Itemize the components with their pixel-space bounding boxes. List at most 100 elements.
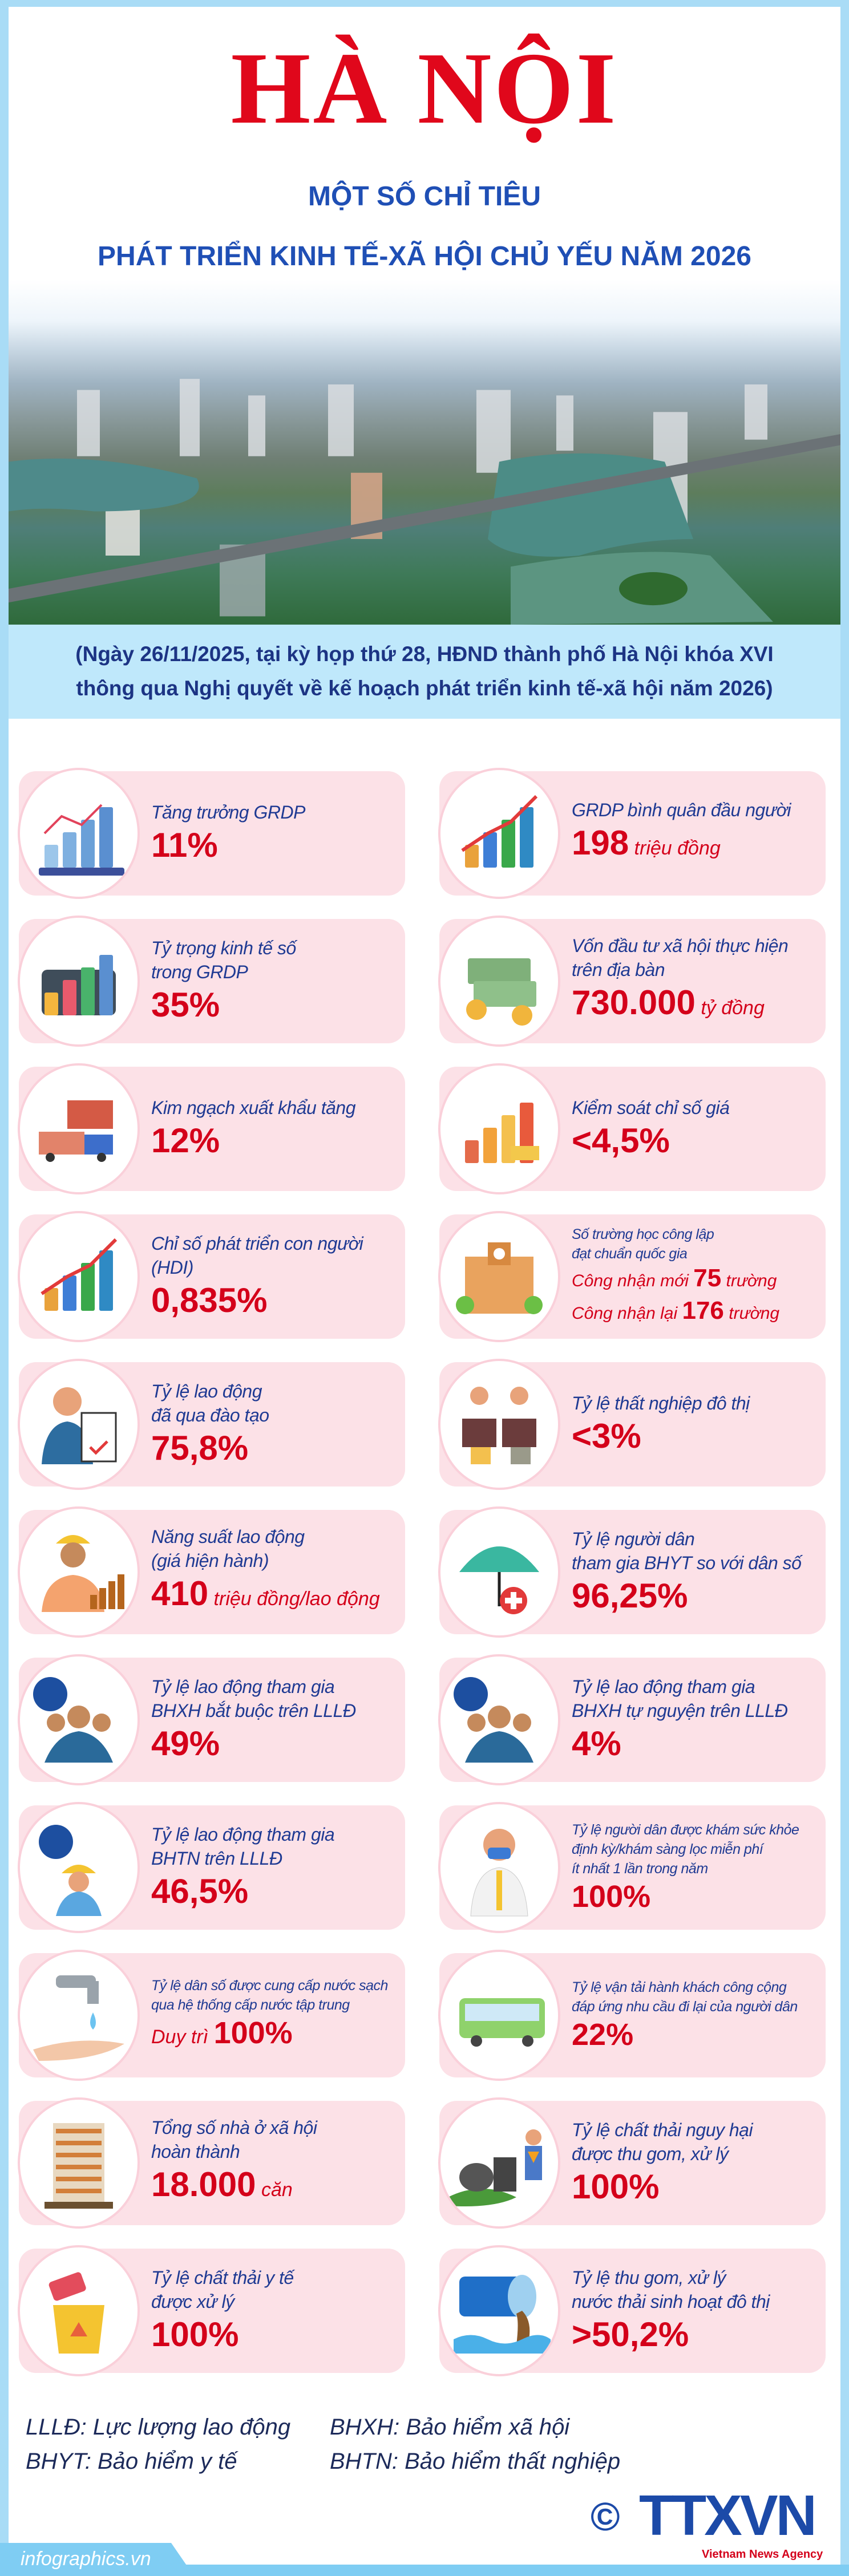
wastewater-pipe-icon <box>438 2245 560 2376</box>
indicator-text: Tỷ lệ dân số được cung cấp nước sạch qua … <box>151 1953 402 2077</box>
indicator-label: Tỷ lệ vận tải hành khách công cộng <box>572 1979 787 1995</box>
indicator-text: Tăng trưởng GRDP 11% <box>151 771 402 896</box>
value-unit: tỷ đồng <box>695 997 765 1019</box>
indicator-label: Chỉ số phát triển con người <box>151 1233 363 1254</box>
ttxvn-logo: TTXVN <box>639 2484 817 2547</box>
indicator-label: ít nhất 1 lần trong năm <box>572 1861 708 1877</box>
legend-bhtn: BHTN: Bảo hiểm thất nghiệp <box>330 2449 621 2474</box>
indicator-text: Tỷ lệ lao động tham gia BHXH bắt buộc trê… <box>151 1658 402 1782</box>
page-title: HÀ NỘI <box>231 31 618 145</box>
value-unit: triệu đồng <box>629 837 721 859</box>
indicator-text: Tỷ lệ chất thải y tế được xử lý 100% <box>151 2249 402 2373</box>
indicator-text: Tỷ lệ vận tải hành khách công cộng đáp ứn… <box>572 1953 823 2077</box>
indicator-text: Tỷ trọng kinh tế số trong GRDP 35% <box>151 919 402 1043</box>
indicator-label: Tỷ lệ lao động tham gia <box>572 1676 755 1697</box>
indicator-card: Chỉ số phát triển con người (HDI) 0,835% <box>18 1211 405 1342</box>
indicator-text: Vốn đầu tư xã hội thực hiện trên địa bàn 7… <box>572 919 823 1043</box>
indicator-label: được xử lý <box>151 2291 235 2312</box>
indicator-card: GRDP bình quân đầu người 198 triệu đồng <box>438 768 826 899</box>
indicator-text: Tỷ lệ lao động tham gia BHXH tự nguyện tr… <box>572 1658 823 1782</box>
indicator-label: Tổng số nhà ở xã hội <box>151 2117 317 2138</box>
indicator-label: Tỷ lệ lao động tham gia <box>151 1676 335 1697</box>
indicator-value: 75,8% <box>151 1427 402 1469</box>
indicator-card: Tỷ lệ thất nghiệp đô thị <3% <box>438 1359 826 1490</box>
value-unit: căn <box>256 2178 293 2201</box>
caption-line-2: thông qua Nghị quyết về kế hoạch phát tr… <box>76 677 773 700</box>
indicator-label: qua hệ thống cấp nước tập trung <box>151 1996 350 2013</box>
indicator-value: Công nhận lại 176 trường <box>572 1296 823 1328</box>
indicator-value: <3% <box>572 1415 823 1457</box>
indicator-value: Duy trì 100% <box>151 2015 402 2055</box>
value-number: 35% <box>151 986 220 1024</box>
value-number: 198 <box>572 823 629 862</box>
digital-economy-icon <box>18 916 140 1047</box>
legend-bhxh: BHXH: Bảo hiểm xã hội <box>330 2415 570 2440</box>
indicator-label: Vốn đầu tư xã hội thực hiện <box>572 935 789 956</box>
unemployment-insurance-worker-icon <box>18 1802 140 1933</box>
indicator-value: 410 triệu đồng/lao động <box>151 1573 402 1620</box>
doctor-icon <box>438 1802 560 1933</box>
site-link[interactable]: infographics.vn <box>21 2548 151 2570</box>
indicator-label: đạt chuẩn quốc gia <box>572 1246 688 1262</box>
value-number: 100% <box>213 2015 293 2050</box>
indicator-label: Tỷ lệ thất nghiệp đô thị <box>572 1393 750 1413</box>
indicator-text: Tỷ lệ thất nghiệp đô thị <3% <box>572 1362 823 1487</box>
copyright-icon: © <box>591 2494 620 2539</box>
indicator-text: Năng suất lao động (giá hiện hành) 410 tri… <box>151 1510 402 1634</box>
vna-logo-subtitle: Vietnam News Agency <box>702 2548 823 2561</box>
indicator-label: tham gia BHYT so với dân số <box>572 1553 802 1573</box>
indicator-card: Tỷ lệ lao động tham gia BHXH bắt buộc trê… <box>18 1654 405 1785</box>
value-number: 410 <box>151 1574 209 1613</box>
indicator-text: Tỷ lệ chất thải nguy hại được thu gom, xử… <box>572 2101 823 2225</box>
indicator-value: 96,25% <box>572 1575 823 1617</box>
indicator-text: Kim ngạch xuất khẩu tăng 12% <box>151 1067 402 1191</box>
indicator-label: Tỷ lệ lao động tham gia <box>151 1824 335 1845</box>
caption-line-1: (Ngày 26/11/2025, tại kỳ họp thứ 28, HĐN… <box>75 642 774 666</box>
indicator-text: Tỷ lệ lao động đã qua đào tạo 75,8% <box>151 1362 402 1487</box>
value-number: 12% <box>151 1121 220 1160</box>
growth-chart-icon <box>438 768 560 899</box>
indicator-card: Năng suất lao động (giá hiện hành) 410 tri… <box>18 1506 405 1638</box>
indicator-value: 0,835% <box>151 1279 402 1322</box>
indicator-label: Số trường học công lập <box>572 1226 714 1242</box>
indicator-label: được thu gom, xử lý <box>572 2144 729 2164</box>
value-number: 176 <box>682 1297 724 1325</box>
indicator-text: Tỷ lệ lao động tham gia BHTN trên LLLĐ 46,… <box>151 1805 402 1930</box>
resolution-caption: (Ngày 26/11/2025, tại kỳ họp thứ 28, HĐN… <box>9 625 840 719</box>
indicator-value: 100% <box>151 2314 402 2356</box>
indicator-card: Vốn đầu tư xã hội thực hiện trên địa bàn 7… <box>438 916 826 1047</box>
indicator-card: Tăng trưởng GRDP 11% <box>18 768 405 899</box>
water-tap-icon <box>18 1950 140 2081</box>
indicator-value: 49% <box>151 1723 402 1765</box>
indicator-card: Tỷ lệ lao động đã qua đào tạo 75,8% <box>18 1359 405 1490</box>
legend-bhyt: BHYT: Bảo hiểm y tế <box>26 2449 237 2474</box>
value-unit: trường <box>721 1271 777 1290</box>
gdp-chart-icon <box>18 768 140 899</box>
indicator-value: 4% <box>572 1723 823 1765</box>
value-number: 4% <box>572 1724 621 1763</box>
value-number: 18.000 <box>151 2165 256 2204</box>
indicator-label: (HDI) <box>151 1257 193 1278</box>
hanoi-cityscape-photo <box>9 280 840 625</box>
hazardous-waste-icon <box>438 2097 560 2229</box>
indicator-label: Tăng trưởng GRDP <box>151 802 305 823</box>
indicator-card: Tỷ lệ người dân tham gia BHYT so với dân … <box>438 1506 826 1638</box>
indicator-card: Tổng số nhà ở xã hội hoàn thành 18.000 căn <box>18 2097 405 2229</box>
indicator-label: Tỷ lệ lao động <box>151 1381 262 1402</box>
indicator-label: BHTN trên LLLĐ <box>151 1848 282 1869</box>
indicator-value: 730.000 tỷ đồng <box>572 982 823 1029</box>
indicator-text: Tỷ lệ thu gom, xử lý nước thải sinh hoạt … <box>572 2249 823 2373</box>
export-truck-icon <box>18 1063 140 1194</box>
indicator-value: 46,5% <box>151 1870 402 1913</box>
indicator-label: BHXH tự nguyện trên LLLĐ <box>572 1700 788 1721</box>
indicator-value: 12% <box>151 1120 402 1162</box>
indicator-text: Chỉ số phát triển con người (HDI) 0,835% <box>151 1214 402 1339</box>
indicator-label: đã qua đào tạo <box>151 1405 269 1425</box>
indicator-card: Tỷ lệ chất thải y tế được xử lý 100% <box>18 2245 405 2376</box>
social-insurance-group-icon <box>18 1654 140 1785</box>
indicator-card: Tỷ trọng kinh tế số trong GRDP 35% <box>18 916 405 1047</box>
money-stack-icon <box>438 916 560 1047</box>
indicator-value: 11% <box>151 824 402 866</box>
bottom-bar <box>0 2565 849 2576</box>
indicator-label: Tỷ lệ chất thải nguy hại <box>572 2120 753 2140</box>
